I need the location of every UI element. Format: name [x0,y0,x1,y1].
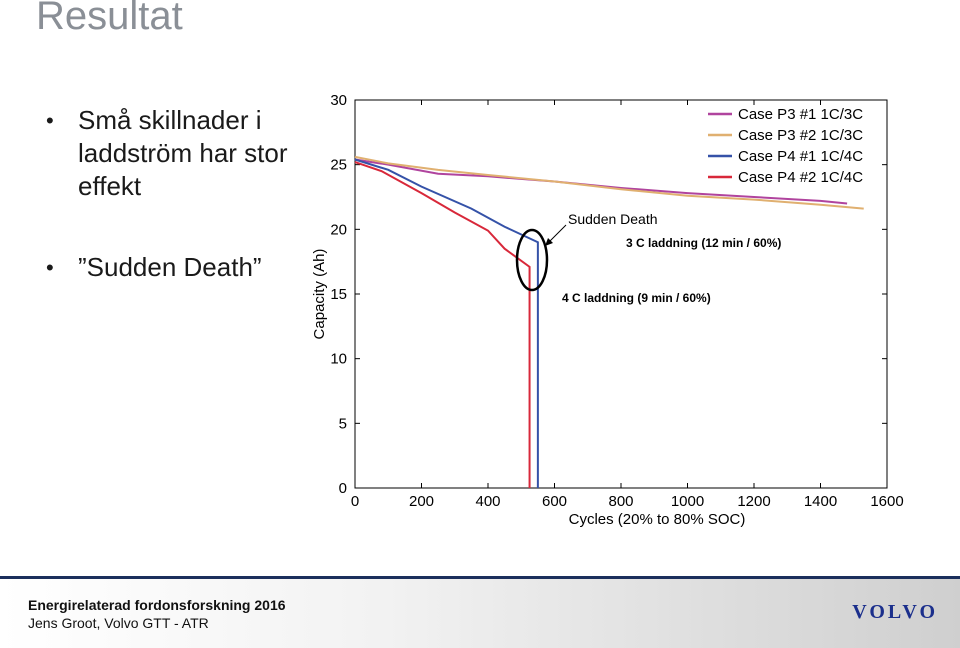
x-tick-label: 0 [351,493,359,510]
legend-label: Case P3 #2 1C/3C [738,127,863,144]
series-line [354,161,531,488]
bullet-item: • Små skillnader i laddström har stor ef… [46,104,306,203]
capacity-chart: 0 200 400 600 800 1000 1200 1400 1600 0 5 10 15 20 25 3… [311,92,904,528]
footer-divider [0,576,960,579]
x-tick-label: 1200 [737,493,770,510]
legend-label: Case P3 #1 1C/3C [738,106,863,123]
footer-title: Energirelaterad fordonsforskning 2016 [28,597,286,613]
legend-label: Case P4 #1 1C/4C [738,148,863,165]
x-tick-label: 800 [608,493,633,510]
bullet-dot-icon: • [46,108,54,133]
slide-title: Resultat [36,0,183,38]
footer-subtitle: Jens Groot, Volvo GTT - ATR [28,615,209,631]
bullet-list: • Små skillnader i laddström har stor ef… [46,104,306,284]
legend-label: Case P4 #2 1C/4C [738,169,863,186]
annotation-sudden-death: Sudden Death [568,211,658,227]
annotation-3c: 3 C laddning (12 min / 60%) [626,236,781,250]
y-tick-label: 20 [330,221,347,238]
footer: Energirelaterad fordonsforskning 2016 Je… [0,579,960,648]
x-tick-label: 1000 [671,493,704,510]
y-axis-label: Capacity (Ah) [311,249,328,340]
x-tick-label: 1400 [804,493,837,510]
sudden-death-circle [515,228,549,292]
x-tick-label: 1600 [870,493,903,510]
x-tick-label: 400 [475,493,500,510]
arrow-head-icon [545,238,553,246]
x-tick-label: 200 [409,493,434,510]
y-tick-label: 0 [339,480,347,497]
y-tick-label: 25 [330,157,347,174]
y-tick-label: 30 [330,92,347,109]
volvo-logo: VOLVO [852,601,938,623]
y-tick-label: 10 [330,351,347,368]
bullet-dot-icon: • [46,255,54,280]
x-tick-label: 600 [542,493,567,510]
series-line [354,158,539,488]
y-tick-label: 5 [339,415,347,432]
bullet-text: Små skillnader i laddström har stor effe… [78,105,288,201]
y-tick-label: 15 [330,286,347,303]
annotation-4c: 4 C laddning (9 min / 60%) [562,291,711,305]
x-axis-label: Cycles (20% to 80% SOC) [569,511,746,528]
series-line [354,155,864,210]
bullet-item: • ”Sudden Death” [46,251,306,284]
bullet-text: ”Sudden Death” [78,252,262,282]
